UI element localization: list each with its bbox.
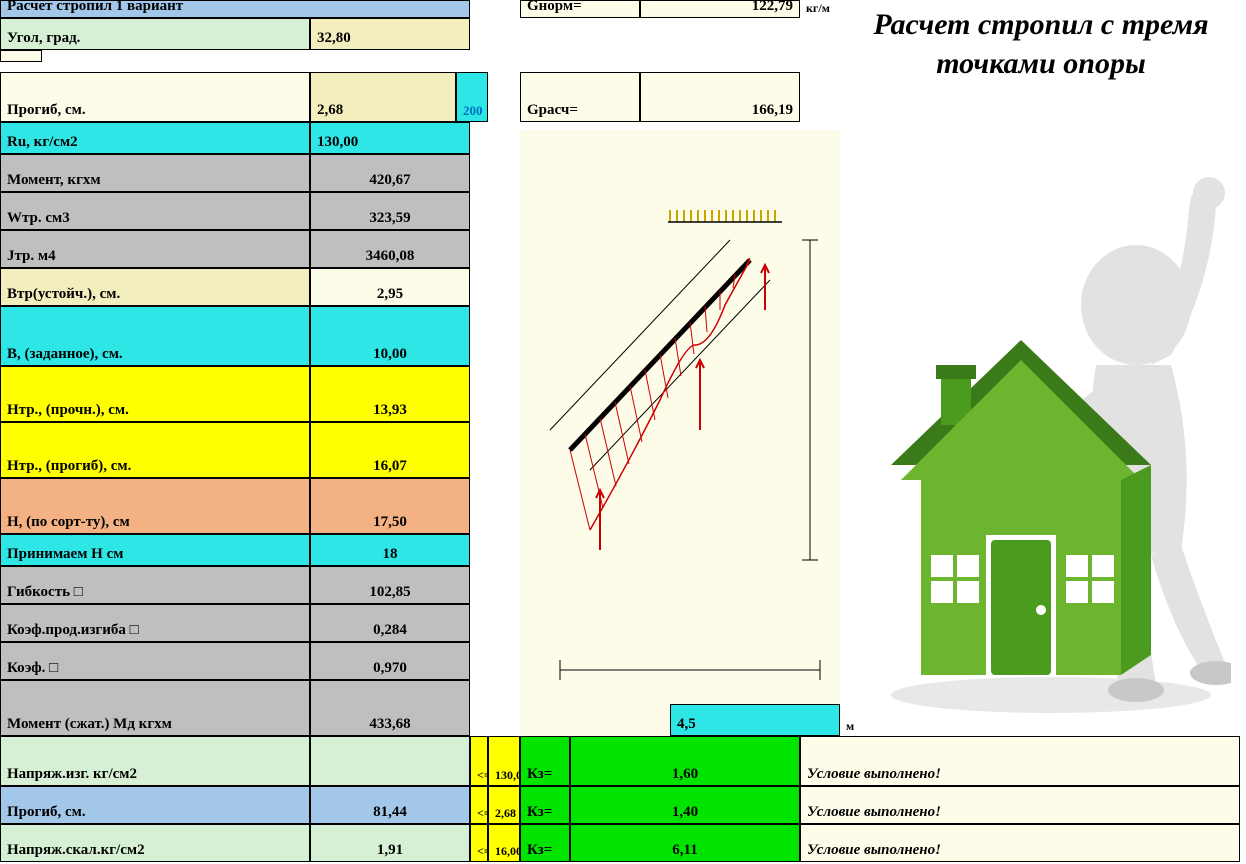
angle-label: Угол, град. <box>0 18 310 50</box>
check-compA-0: <= <box>470 736 488 786</box>
row-value-12: 0,284 <box>310 604 470 642</box>
row-label-7: Hтр., (прочн.), см. <box>0 366 310 422</box>
row-value-1: 130,00 <box>310 122 470 154</box>
row-value-13: 0,970 <box>310 642 470 680</box>
row-label-3: Wтр. см3 <box>0 192 310 230</box>
row-label-6: B, (заданное), см. <box>0 306 310 366</box>
check-kz-label-1: Кз= <box>520 786 570 824</box>
row-label-11: Гибкость □ <box>0 566 310 604</box>
row-label-10: Принимаем H см <box>0 534 310 566</box>
check-condition-2: Условие выполнено! <box>800 824 1240 862</box>
row-label-2: Момент, кгхм <box>0 154 310 192</box>
check-value-2: 1,91 <box>310 824 470 862</box>
angle-value: 32,80 <box>310 18 470 50</box>
check-label-1: Прогиб, см. <box>0 786 310 824</box>
illustration <box>871 165 1231 715</box>
row-value-9: 17,50 <box>310 478 470 534</box>
row-value-6: 10,00 <box>310 306 470 366</box>
row-label-4: Jтр. м4 <box>0 230 310 268</box>
row-label-1: Ru, кг/см2 <box>0 122 310 154</box>
check-compB-2: 16,00 <box>488 824 520 862</box>
row-value-3: 323,59 <box>310 192 470 230</box>
gcalc-value: 166,19 <box>640 72 800 122</box>
row-label-13: Коэф. □ <box>0 642 310 680</box>
check-compA-1: <= <box>470 786 488 824</box>
check-condition-0: Условие выполнено! <box>800 736 1240 786</box>
row-label-9: H, (по сорт-ту), см <box>0 478 310 534</box>
check-kz-value-1: 1,40 <box>570 786 800 824</box>
row-label-12: Коэф.прод.изгиба □ <box>0 604 310 642</box>
gnorm-value: 122,79 <box>640 0 800 18</box>
header-title: Расчет стропил 1 вариант <box>0 0 470 18</box>
row-value-14: 433,68 <box>310 680 470 736</box>
row-value-2: 420,67 <box>310 154 470 192</box>
check-value-1: 81,44 <box>310 786 470 824</box>
check-kz-label-2: Кз= <box>520 824 570 862</box>
gnorm-unit: кг/м <box>800 0 846 18</box>
check-kz-value-0: 1,60 <box>570 736 800 786</box>
row-label-0: Прогиб, см. <box>0 72 310 122</box>
title-right: Расчет стропил с тремя точками опоры <box>846 5 1236 83</box>
check-compA-2: <= <box>470 824 488 862</box>
check-condition-1: Условие выполнено! <box>800 786 1240 824</box>
row-label-14: Момент (сжат.) Мд кгхм <box>0 680 310 736</box>
gnorm-label: Gнорм= <box>520 0 640 18</box>
check-label-0: Напряж.изг. кг/см2 <box>0 736 310 786</box>
row-value-5: 2,95 <box>310 268 470 306</box>
check-compB-1: 2,68 <box>488 786 520 824</box>
row-value-4: 3460,08 <box>310 230 470 268</box>
check-compB-0: 130,00 <box>488 736 520 786</box>
rafter-diagram <box>520 130 840 736</box>
spacer <box>0 50 42 62</box>
check-value-0 <box>310 736 470 786</box>
row-value-0: 2,68 <box>310 72 456 122</box>
row-value-8: 16,07 <box>310 422 470 478</box>
row-value-11: 102,85 <box>310 566 470 604</box>
check-kz-label-0: Кз= <box>520 736 570 786</box>
row-value-10: 18 <box>310 534 470 566</box>
box-200: 200 <box>456 72 488 122</box>
row-label-8: Hтр., (прогиб), см. <box>0 422 310 478</box>
diag-unit: м <box>840 704 870 736</box>
row-label-5: Bтр(устойч.), см. <box>0 268 310 306</box>
check-label-2: Напряж.скал.кг/см2 <box>0 824 310 862</box>
check-kz-value-2: 6,11 <box>570 824 800 862</box>
row-value-7: 13,93 <box>310 366 470 422</box>
gcalc-label: Gрасч= <box>520 72 640 122</box>
